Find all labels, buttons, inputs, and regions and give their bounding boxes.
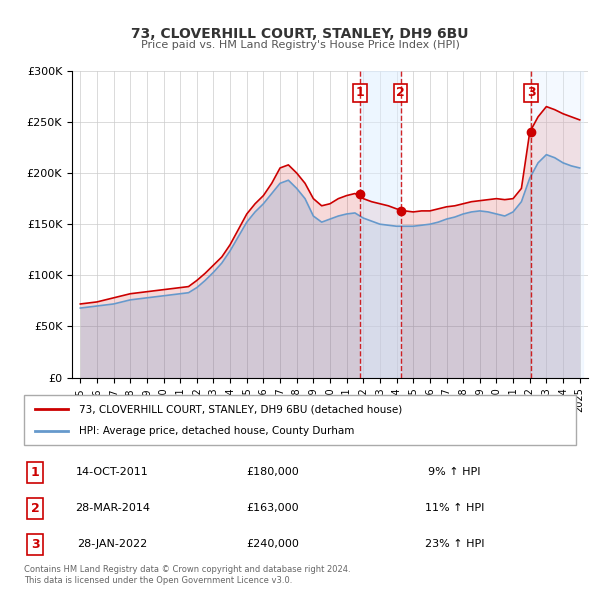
Text: 28-JAN-2022: 28-JAN-2022 xyxy=(77,539,148,549)
Text: 73, CLOVERHILL COURT, STANLEY, DH9 6BU: 73, CLOVERHILL COURT, STANLEY, DH9 6BU xyxy=(131,27,469,41)
Text: 1: 1 xyxy=(31,466,40,479)
Text: Contains HM Land Registry data © Crown copyright and database right 2024.
This d: Contains HM Land Registry data © Crown c… xyxy=(24,565,350,585)
Text: 9% ↑ HPI: 9% ↑ HPI xyxy=(428,467,481,477)
Bar xyxy=(360,71,401,378)
Text: 3: 3 xyxy=(31,538,40,551)
Text: 14-OCT-2011: 14-OCT-2011 xyxy=(76,467,149,477)
Text: 28-MAR-2014: 28-MAR-2014 xyxy=(75,503,150,513)
Text: 73, CLOVERHILL COURT, STANLEY, DH9 6BU (detached house): 73, CLOVERHILL COURT, STANLEY, DH9 6BU (… xyxy=(79,404,403,414)
Text: 3: 3 xyxy=(527,86,535,99)
Text: 2: 2 xyxy=(31,502,40,515)
Text: Price paid vs. HM Land Registry's House Price Index (HPI): Price paid vs. HM Land Registry's House … xyxy=(140,40,460,50)
Text: HPI: Average price, detached house, County Durham: HPI: Average price, detached house, Coun… xyxy=(79,427,355,437)
Text: 1: 1 xyxy=(355,86,364,99)
Text: 23% ↑ HPI: 23% ↑ HPI xyxy=(425,539,484,549)
Text: £163,000: £163,000 xyxy=(246,503,299,513)
Bar xyxy=(531,71,583,378)
FancyBboxPatch shape xyxy=(24,395,576,445)
Text: £240,000: £240,000 xyxy=(246,539,299,549)
Text: 2: 2 xyxy=(396,86,405,99)
Text: 11% ↑ HPI: 11% ↑ HPI xyxy=(425,503,484,513)
Text: £180,000: £180,000 xyxy=(246,467,299,477)
